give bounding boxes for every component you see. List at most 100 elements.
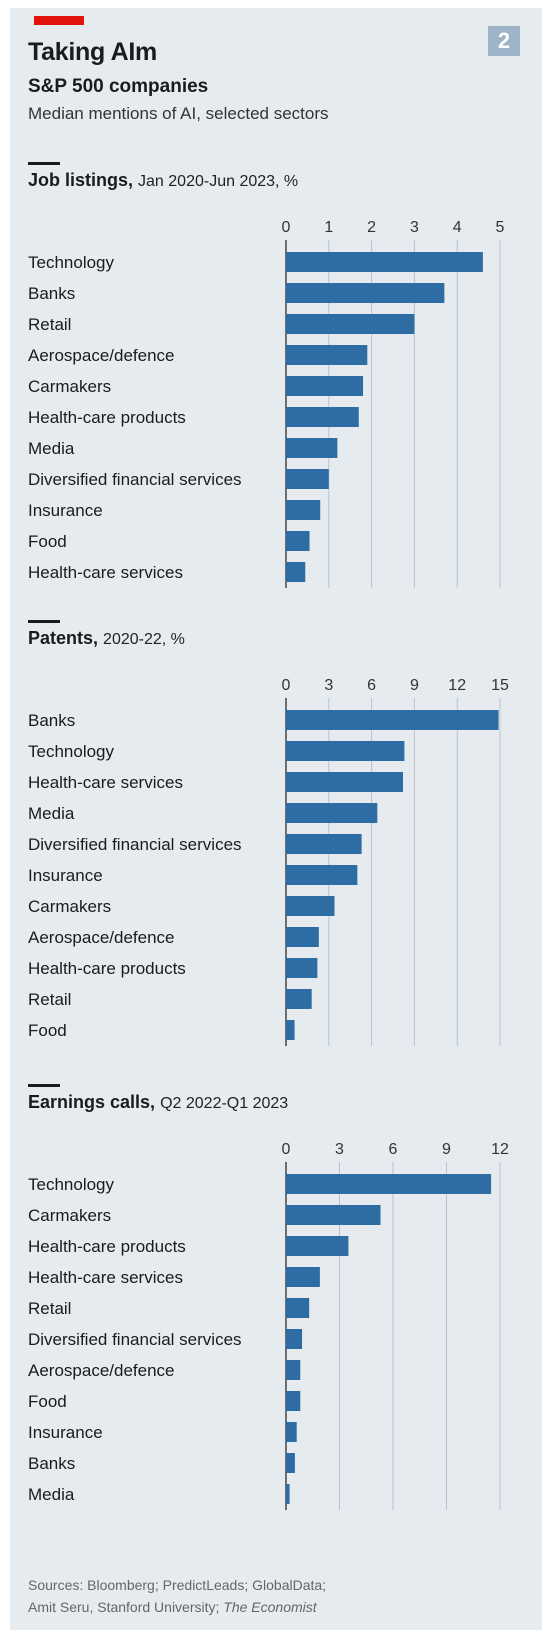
x-tick-label: 12 bbox=[491, 1141, 509, 1158]
bar bbox=[286, 500, 321, 520]
bar bbox=[286, 438, 338, 458]
bar bbox=[286, 252, 483, 272]
category-label: Health-care products bbox=[28, 408, 186, 427]
bar bbox=[286, 710, 499, 730]
bar bbox=[286, 927, 319, 947]
bar bbox=[286, 803, 378, 823]
job-listings-chart: 0 1 2 3 4 5 Technology Banks Retail Aerospace/def… bbox=[28, 219, 505, 588]
bar bbox=[286, 345, 368, 365]
sources-footnote: Sources: Bloomberg; PredictLeads; Global… bbox=[28, 1574, 528, 1618]
category-label: Banks bbox=[28, 1454, 75, 1473]
category-label: Diversified financial services bbox=[28, 1330, 242, 1349]
bar bbox=[286, 1360, 301, 1380]
panel-title-earnings-calls: Earnings calls, Q2 2022-Q1 2023 bbox=[28, 1092, 288, 1113]
bar bbox=[286, 772, 403, 792]
chart-title: Taking AIm bbox=[28, 38, 157, 66]
x-tick-label: 3 bbox=[335, 1141, 344, 1158]
x-tick-label: 0 bbox=[282, 1141, 291, 1158]
category-label: Retail bbox=[28, 990, 71, 1009]
bar bbox=[286, 531, 310, 551]
panel-rule-job-listings bbox=[28, 162, 60, 165]
category-label: Technology bbox=[28, 742, 115, 761]
chart-subtitle: S&P 500 companies bbox=[28, 76, 209, 97]
category-label: Health-care services bbox=[28, 563, 183, 582]
category-label: Health-care products bbox=[28, 1237, 186, 1256]
x-tick-label: 3 bbox=[324, 677, 333, 694]
category-label: Insurance bbox=[28, 501, 103, 520]
chart-card: 2 Taking AIm S&P 500 companies Median me… bbox=[10, 8, 542, 1630]
category-label: Media bbox=[28, 439, 75, 458]
category-label: Health-care products bbox=[28, 959, 186, 978]
bar bbox=[286, 865, 358, 885]
panel-title-period: Jan 2020-Jun 2023, % bbox=[138, 173, 299, 190]
bar bbox=[286, 896, 335, 916]
x-tick-label: 15 bbox=[491, 677, 509, 694]
bar bbox=[286, 1329, 303, 1349]
category-label: Food bbox=[28, 532, 67, 551]
bar bbox=[286, 1453, 295, 1473]
bar bbox=[286, 1484, 290, 1504]
category-label: Health-care services bbox=[28, 1268, 183, 1287]
x-tick-label: 12 bbox=[448, 677, 466, 694]
earnings-calls-chart: 0 3 6 9 12 Technology Carmakers Health-care pro… bbox=[28, 1141, 509, 1510]
sources-line-2: Amit Seru, Stanford University; The Econ… bbox=[28, 1596, 528, 1618]
bar bbox=[286, 407, 359, 427]
panel-title-period: Q2 2022-Q1 2023 bbox=[160, 1095, 289, 1112]
panel-title-main: Job listings, bbox=[28, 170, 134, 190]
bar bbox=[286, 834, 362, 854]
category-label: Technology bbox=[28, 1175, 115, 1194]
category-label: Aerospace/defence bbox=[28, 928, 175, 947]
category-label: Carmakers bbox=[28, 897, 111, 916]
bar bbox=[286, 469, 329, 489]
x-tick-label: 1 bbox=[324, 219, 333, 236]
x-tick-label: 9 bbox=[410, 677, 419, 694]
x-tick-label: 6 bbox=[367, 677, 376, 694]
category-label: Food bbox=[28, 1392, 67, 1411]
x-tick-label: 9 bbox=[442, 1141, 451, 1158]
bar bbox=[286, 283, 445, 303]
figure-number-badge: 2 bbox=[488, 26, 520, 56]
bar bbox=[286, 562, 306, 582]
bar bbox=[286, 1422, 297, 1442]
chart-description: Median mentions of AI, selected sectors bbox=[28, 104, 329, 123]
category-label: Aerospace/defence bbox=[28, 1361, 175, 1380]
bar bbox=[286, 741, 405, 761]
category-label: Retail bbox=[28, 315, 71, 334]
category-label: Media bbox=[28, 804, 75, 823]
x-tick-label: 0 bbox=[282, 219, 291, 236]
category-label: Insurance bbox=[28, 866, 103, 885]
bar bbox=[286, 1391, 301, 1411]
bar bbox=[286, 314, 415, 334]
brand-red-tag bbox=[34, 16, 84, 25]
panel-rule-earnings-calls bbox=[28, 1084, 60, 1087]
category-label: Aerospace/defence bbox=[28, 346, 175, 365]
category-label: Health-care services bbox=[28, 773, 183, 792]
bar bbox=[286, 989, 312, 1009]
bar bbox=[286, 376, 364, 396]
sources-publisher: The Economist bbox=[223, 1599, 317, 1615]
x-tick-label: 2 bbox=[367, 219, 376, 236]
x-tick-label: 5 bbox=[496, 219, 505, 236]
category-label: Food bbox=[28, 1021, 67, 1040]
panel-title-period: 2020-22, % bbox=[103, 631, 185, 648]
sources-line-1: Sources: Bloomberg; PredictLeads; Global… bbox=[28, 1577, 327, 1593]
x-tick-label: 6 bbox=[389, 1141, 398, 1158]
bar bbox=[286, 1020, 295, 1040]
panel-title-main: Earnings calls, bbox=[28, 1092, 156, 1112]
bar bbox=[286, 1236, 349, 1256]
category-label: Technology bbox=[28, 253, 115, 272]
panel-rule-patents bbox=[28, 620, 60, 623]
panel-title-patents: Patents, 2020-22, % bbox=[28, 628, 185, 649]
category-label: Insurance bbox=[28, 1423, 103, 1442]
category-label: Media bbox=[28, 1485, 75, 1504]
bar bbox=[286, 1267, 320, 1287]
patents-chart: 0 3 6 9 12 15 Banks Technology Health-care servi… bbox=[28, 677, 509, 1046]
x-tick-label: 3 bbox=[410, 219, 419, 236]
category-label: Banks bbox=[28, 711, 75, 730]
x-tick-label: 4 bbox=[453, 219, 462, 236]
category-label: Retail bbox=[28, 1299, 71, 1318]
sources-line-2-text: Amit Seru, Stanford University; bbox=[28, 1599, 220, 1615]
panel-title-job-listings: Job listings, Jan 2020-Jun 2023, % bbox=[28, 170, 298, 191]
panel-title-main: Patents, bbox=[28, 628, 99, 648]
bar bbox=[286, 1174, 492, 1194]
